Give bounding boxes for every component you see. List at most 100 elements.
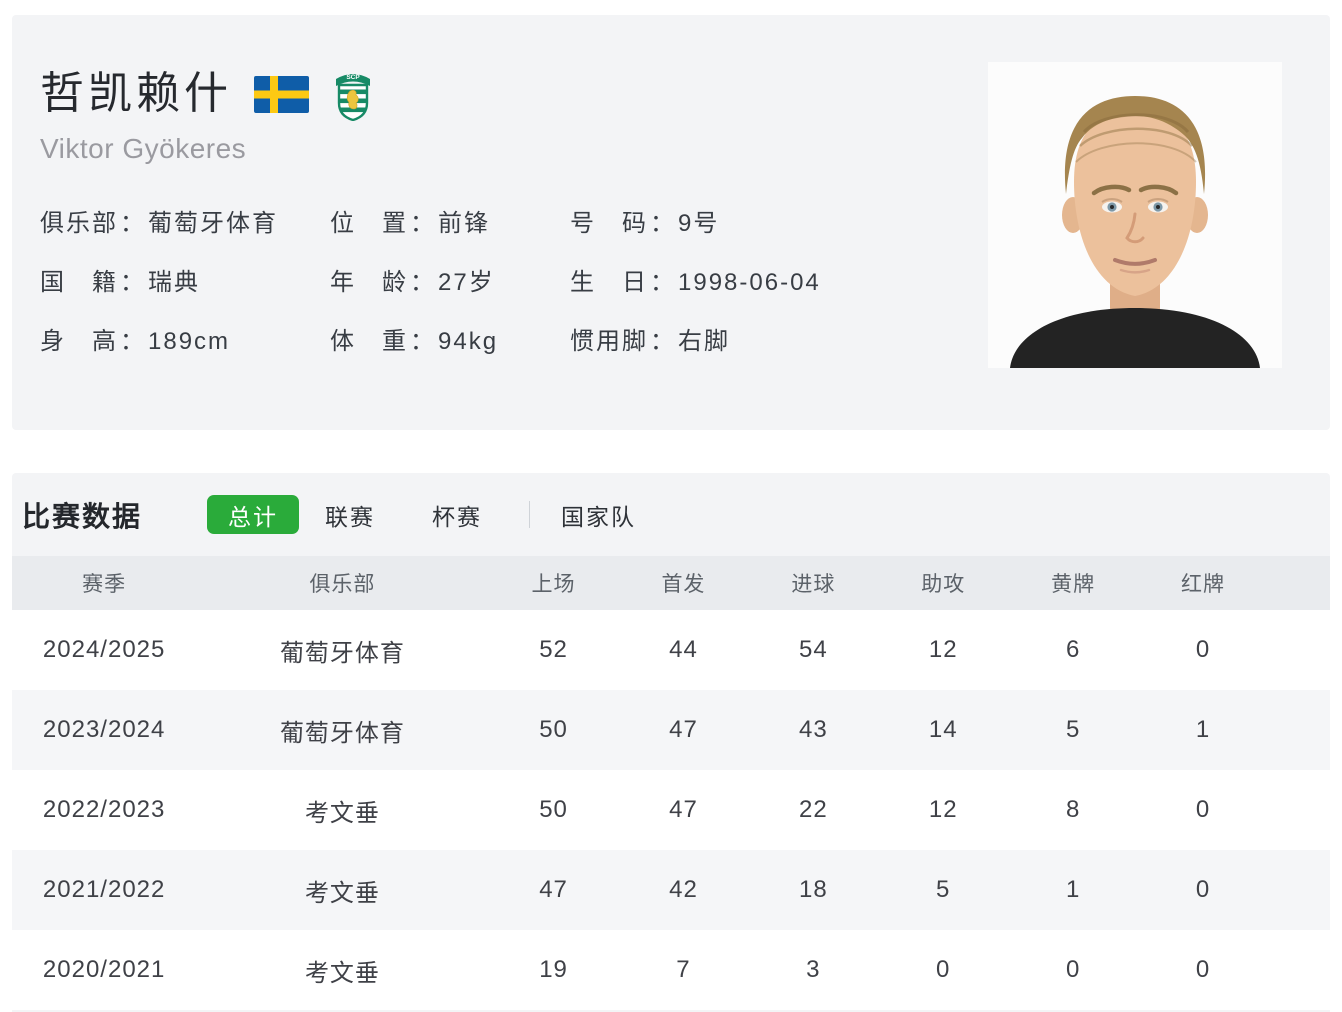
stats-table: 赛季 俱乐部 上场 首发 进球 助攻 黄牌 红牌 2024/2025 葡萄牙体育… xyxy=(12,556,1330,1010)
info-preferred-foot: 惯用脚：右脚 xyxy=(570,329,821,355)
info-value: 前锋 xyxy=(438,210,490,237)
info-label: 年 龄 xyxy=(330,269,408,296)
info-colon: ： xyxy=(650,210,676,237)
table-header-row: 赛季 俱乐部 上场 首发 进球 助攻 黄牌 红牌 xyxy=(12,556,1330,610)
col-header-red-cards: 红牌 xyxy=(1181,573,1225,596)
info-value: 9号 xyxy=(678,210,720,237)
info-value: 右脚 xyxy=(678,328,730,355)
info-value: 1998-06-04 xyxy=(678,269,821,296)
cell-red-cards: 1 xyxy=(1195,716,1211,743)
cell-goals: 3 xyxy=(806,956,821,983)
col-header-season: 赛季 xyxy=(82,573,127,596)
info-number: 号 码：9号 xyxy=(570,211,821,237)
stats-tab-bar: 比赛数据 总计 联赛 杯赛 国家队 xyxy=(12,473,1330,556)
info-label: 身 高 xyxy=(40,328,118,355)
info-weight: 体 重：94kg xyxy=(330,329,570,355)
player-name-en: Viktor Gyökeres xyxy=(40,133,247,164)
player-name-cn: 哲凯赖什 xyxy=(40,69,232,118)
section-title: 比赛数据 xyxy=(22,500,143,532)
info-label: 俱乐部 xyxy=(40,210,118,237)
info-nationality: 国 籍：瑞典 xyxy=(40,270,330,296)
cell-starts: 44 xyxy=(669,636,698,663)
cell-starts: 42 xyxy=(669,876,698,903)
cell-yellow-cards: 8 xyxy=(1065,796,1081,823)
info-colon: ： xyxy=(410,269,436,296)
table-row: 2020/2021 考文垂 19 7 3 0 0 0 xyxy=(12,930,1330,1010)
info-colon: ： xyxy=(120,210,146,237)
cell-red-cards: 0 xyxy=(1195,876,1211,903)
info-club: 俱乐部：葡萄牙体育 xyxy=(40,211,330,237)
cell-season: 2023/2024 xyxy=(42,716,166,743)
cell-club: 葡萄牙体育 xyxy=(279,639,405,667)
tab-national-team[interactable]: 国家队 xyxy=(561,498,636,532)
sporting-cp-badge-icon: SCP xyxy=(333,68,373,121)
cell-appearances: 19 xyxy=(539,956,568,983)
table-row: 2022/2023 考文垂 50 47 22 12 8 0 xyxy=(12,770,1330,850)
cell-red-cards: 0 xyxy=(1195,956,1211,983)
table-row: 2023/2024 葡萄牙体育 50 47 43 14 5 1 xyxy=(12,690,1330,770)
cell-appearances: 52 xyxy=(539,636,568,663)
tab-cup[interactable]: 杯赛 xyxy=(432,498,482,532)
cell-season: 2020/2021 xyxy=(42,956,166,983)
info-colon: ： xyxy=(410,328,436,355)
info-value: 葡萄牙体育 xyxy=(148,210,278,237)
cell-starts: 7 xyxy=(676,956,691,983)
info-value: 94kg xyxy=(438,328,499,355)
info-label: 号 码 xyxy=(570,210,648,237)
tab-divider xyxy=(529,501,531,528)
cell-red-cards: 0 xyxy=(1195,796,1211,823)
tab-league[interactable]: 联赛 xyxy=(325,498,375,532)
player-profile-card: 哲凯赖什 SCP xyxy=(12,15,1330,430)
cell-appearances: 47 xyxy=(539,876,568,903)
info-value: 189cm xyxy=(148,328,231,355)
cell-appearances: 50 xyxy=(539,796,568,823)
cell-club: 考文垂 xyxy=(304,879,380,907)
info-colon: ： xyxy=(650,328,676,355)
table-row: 2021/2022 考文垂 47 42 18 5 1 0 xyxy=(12,850,1330,930)
sweden-flag-icon xyxy=(254,75,309,113)
info-colon: ： xyxy=(650,269,676,296)
cell-starts: 47 xyxy=(669,716,698,743)
col-header-assists: 助攻 xyxy=(921,573,966,596)
col-header-club: 俱乐部 xyxy=(309,573,376,596)
info-colon: ： xyxy=(120,328,146,355)
player-photo xyxy=(988,62,1282,368)
cell-assists: 12 xyxy=(928,796,958,823)
cell-assists: 12 xyxy=(928,636,958,663)
info-position: 位 置：前锋 xyxy=(330,211,570,237)
info-birthday: 生 日：1998-06-04 xyxy=(570,270,821,296)
cell-club: 考文垂 xyxy=(304,799,380,827)
cell-yellow-cards: 5 xyxy=(1065,716,1081,743)
player-info-grid: 俱乐部：葡萄牙体育 位 置：前锋 号 码：9号 国 籍：瑞典 年 龄：27岁 生… xyxy=(40,211,821,355)
player-identity-block: 哲凯赖什 SCP xyxy=(40,67,821,355)
cell-red-cards: 0 xyxy=(1195,636,1211,663)
col-header-appearances: 上场 xyxy=(531,573,576,596)
svg-text:SCP: SCP xyxy=(346,74,360,81)
info-value: 27岁 xyxy=(438,269,495,296)
cell-club: 葡萄牙体育 xyxy=(279,719,405,747)
info-age: 年 龄：27岁 xyxy=(330,270,570,296)
cell-club: 考文垂 xyxy=(304,959,380,987)
col-header-starts: 首发 xyxy=(661,573,706,596)
info-label: 体 重 xyxy=(330,328,408,355)
cell-assists: 5 xyxy=(936,876,951,903)
info-colon: ： xyxy=(410,210,436,237)
col-header-yellow-cards: 黄牌 xyxy=(1051,573,1096,596)
cell-goals: 22 xyxy=(798,796,828,823)
tab-total[interactable]: 总计 xyxy=(207,495,300,534)
info-height: 身 高：189cm xyxy=(40,329,330,355)
cell-yellow-cards: 1 xyxy=(1065,876,1081,903)
col-header-goals: 进球 xyxy=(791,573,836,596)
info-label: 国 籍 xyxy=(40,269,118,296)
info-colon: ： xyxy=(120,269,146,296)
cell-season: 2024/2025 xyxy=(42,636,166,663)
cell-assists: 14 xyxy=(928,716,958,743)
cell-goals: 43 xyxy=(798,716,828,743)
player-name-row: 哲凯赖什 SCP xyxy=(40,67,821,121)
cell-season: 2022/2023 xyxy=(42,796,166,823)
match-stats-section: 比赛数据 总计 联赛 杯赛 国家队 赛季 俱乐部 上场 首发 进球 助攻 黄牌 … xyxy=(12,473,1330,1012)
cell-assists: 0 xyxy=(936,956,951,983)
cell-yellow-cards: 6 xyxy=(1065,636,1081,663)
info-label: 位 置 xyxy=(330,210,408,237)
